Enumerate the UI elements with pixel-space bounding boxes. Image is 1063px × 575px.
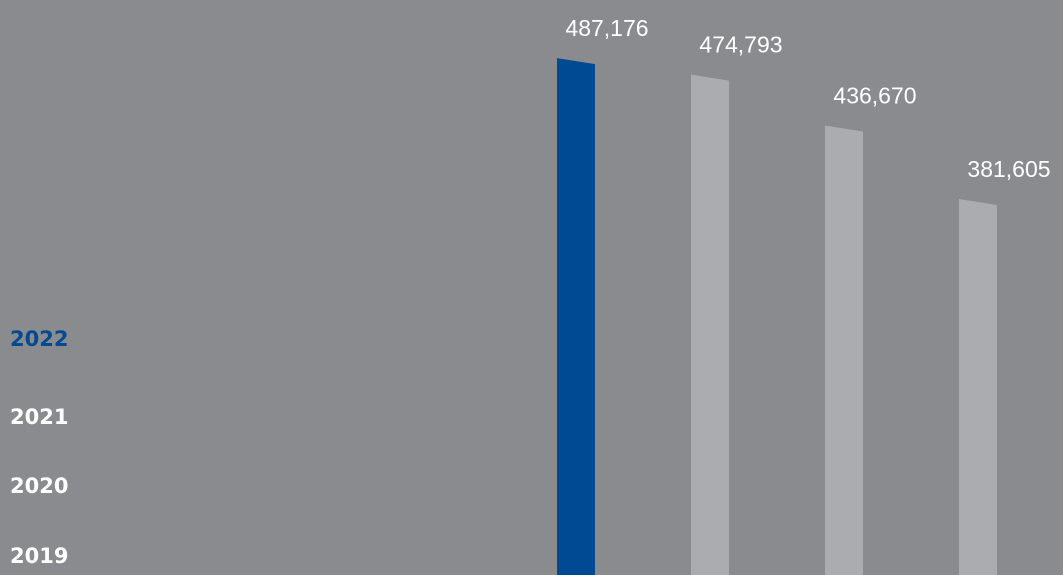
bar — [959, 199, 997, 575]
year-label: 2019 — [10, 544, 68, 568]
bar — [557, 58, 595, 575]
bar — [691, 74, 729, 575]
year-label: 2021 — [10, 405, 68, 429]
year-label: 2022 — [10, 327, 68, 351]
bar — [825, 125, 863, 575]
value-label: 474,793 — [699, 32, 782, 58]
year-label: 2020 — [10, 474, 68, 498]
value-label: 436,670 — [833, 83, 916, 109]
value-label: 487,176 — [565, 15, 648, 41]
value-label: 381,605 — [967, 156, 1050, 182]
